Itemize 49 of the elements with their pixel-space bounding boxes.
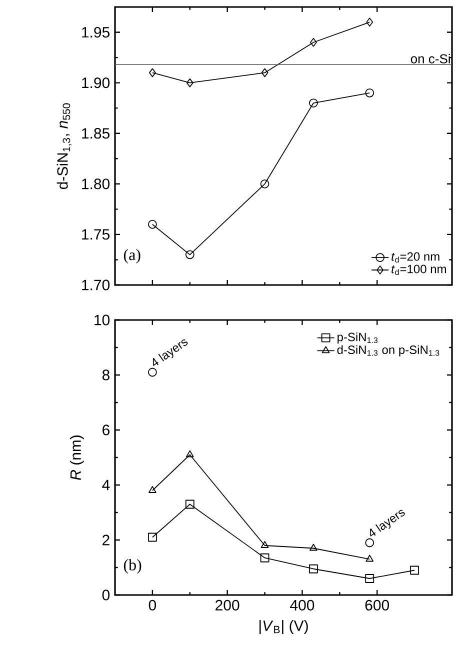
- point: [309, 98, 318, 108]
- point: [310, 544, 318, 551]
- point: [148, 532, 157, 542]
- point: [261, 68, 268, 78]
- y-tick-label: 2: [102, 534, 110, 546]
- y-tick-label: 1.95: [82, 26, 110, 38]
- point: [148, 486, 156, 493]
- y-tick-label: 0: [102, 590, 110, 600]
- point: [410, 566, 419, 575]
- x-tick-label: 200: [216, 600, 240, 610]
- legend-label: d-SiN$_{1.3}$ on p-SiN$_{1.3}$: [337, 345, 440, 356]
- x-axis-title: |V$_{B}$| (V): [260, 620, 308, 634]
- ref-line-label: on c-Si: [410, 54, 450, 64]
- point: [148, 368, 157, 377]
- point: [185, 250, 194, 260]
- point: [365, 538, 374, 548]
- y-tick-label: 1.90: [82, 78, 110, 88]
- point: [260, 179, 270, 188]
- y-tick-label: 1.70: [82, 280, 110, 290]
- y-axis-title: d-SiN$_{1,3}$, n$_{550}$: [56, 103, 72, 190]
- point: [186, 450, 194, 458]
- legend-label: t$_{d}$=100 nm: [392, 264, 446, 276]
- y-tick-label: 6: [102, 424, 110, 436]
- point: [260, 553, 270, 562]
- x-tick-label: 400: [290, 600, 314, 610]
- y-tick-label: 1.80: [82, 178, 110, 190]
- point: [260, 541, 269, 548]
- x-tick-label: 600: [365, 600, 390, 610]
- point: [148, 68, 156, 78]
- point: [310, 38, 317, 47]
- point: [309, 564, 318, 574]
- point: [366, 554, 374, 562]
- y-tick-label: 1.85: [82, 128, 110, 139]
- y-tick-label: 8: [102, 370, 110, 380]
- point: [186, 78, 194, 88]
- point: [185, 500, 194, 509]
- point: [365, 574, 374, 583]
- y-tick-label: 4: [102, 480, 110, 490]
- point: [366, 18, 374, 27]
- annotation: (a): [124, 248, 140, 264]
- point: [365, 88, 374, 98]
- point: [148, 220, 157, 229]
- y-tick-label: 1.75: [82, 229, 110, 240]
- y-axis-title: R (nm): [70, 436, 84, 480]
- x-tick-label: 0: [148, 600, 156, 610]
- legend-label: t$_{d}$=20 nm: [392, 252, 440, 263]
- legend-label: p-SiN$_{1.3}$: [338, 332, 378, 344]
- annotation: (b): [124, 559, 142, 574]
- y-tick-label: 10: [94, 314, 110, 326]
